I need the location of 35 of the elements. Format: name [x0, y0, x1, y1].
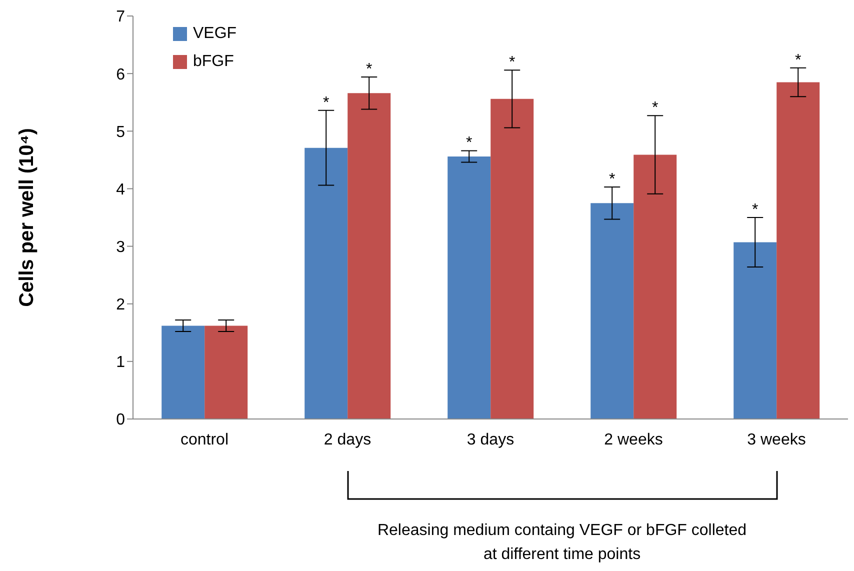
bar — [634, 154, 677, 419]
bar — [304, 148, 348, 419]
bar — [734, 242, 777, 419]
x-tick-label: 3 weeks — [747, 431, 806, 448]
bar — [348, 93, 391, 419]
y-axis-title: Cells per well (10⁴) — [16, 128, 38, 307]
x-tick-label: 2 weeks — [604, 431, 663, 448]
bar — [490, 98, 534, 419]
data-label: * — [322, 94, 330, 112]
x-tick-label: 2 days — [324, 431, 372, 448]
data-label: * — [794, 52, 802, 69]
y-tick-label: 0 — [116, 412, 126, 429]
data-label: * — [466, 134, 472, 152]
bar — [162, 326, 205, 419]
data-label: * — [652, 100, 658, 117]
x-tick-label: control — [180, 431, 229, 448]
y-tick-label: 4 — [116, 181, 126, 198]
legend-label: VEGF — [193, 25, 237, 43]
bar — [776, 82, 820, 419]
y-tick-label: 7 — [116, 8, 126, 26]
bar — [448, 156, 491, 419]
y-tick-label: 3 — [116, 238, 126, 256]
legend-label: bFGF — [193, 53, 234, 71]
data-label: * — [508, 54, 516, 72]
y-tick-label: 1 — [116, 354, 126, 372]
data-label: * — [608, 170, 616, 188]
y-tick-label: 6 — [116, 66, 126, 84]
text: Releasing medium containg VEGF or bFGF colleted at different time points — [376, 521, 748, 565]
x-tick-label: 3 days — [466, 431, 514, 448]
data-label: * — [752, 202, 758, 218]
y-tick-label: 2 — [116, 296, 126, 314]
bar — [204, 326, 248, 419]
data-label: * — [366, 61, 372, 78]
bar — [590, 203, 634, 419]
y-tick-label: 5 — [116, 124, 126, 141]
